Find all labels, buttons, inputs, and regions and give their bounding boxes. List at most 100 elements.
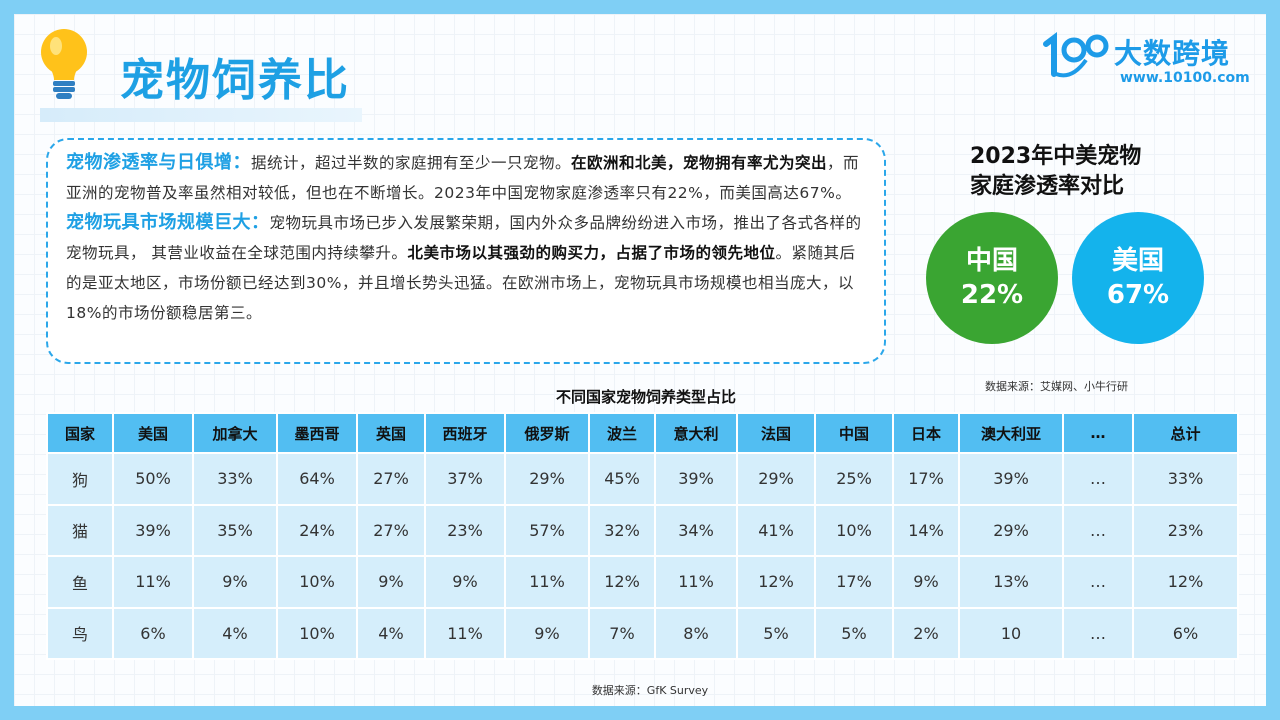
table-cell: 39% (654, 452, 738, 506)
paragraph-heading: 宠物渗透率与日俱增： (66, 152, 251, 173)
column-header: 美国 (112, 412, 194, 454)
page-title: 宠物饲养比 (120, 55, 350, 106)
table-cell: 17% (814, 555, 894, 609)
table-cell: 6% (1132, 606, 1239, 660)
table-cell: 5% (814, 606, 894, 660)
table-cell: … (1062, 555, 1134, 609)
column-header: 法国 (736, 412, 816, 454)
table-row: 狗 50% 33% 64% 27% 37% 29% 45% 39% 29% 25… (46, 452, 1239, 506)
table-cell: … (1062, 452, 1134, 506)
table-cell: 29% (958, 503, 1064, 557)
title-underline (40, 108, 362, 122)
table-row: 鱼 11% 9% 10% 9% 9% 11% 12% 11% 12% 17% 9… (46, 555, 1239, 609)
table-cell: 7% (588, 606, 656, 660)
comparison-title-line: 家庭渗透率对比 (970, 174, 1125, 199)
column-header: 俄罗斯 (504, 412, 590, 454)
comparison-title: 2023年中美宠物 家庭渗透率对比 (970, 142, 1141, 202)
table-cell: 24% (276, 503, 358, 557)
table-cell: … (1062, 503, 1134, 557)
paragraph-bold: 在欧洲和北美，宠物拥有率尤为突出 (571, 154, 828, 172)
table-cell: 9% (356, 555, 426, 609)
table-row: 猫 39% 35% 24% 27% 23% 57% 32% 34% 41% 10… (46, 503, 1239, 557)
table-cell: 34% (654, 503, 738, 557)
column-header: 国家 (46, 412, 114, 454)
table-cell: 9% (504, 606, 590, 660)
logo-url: www.10100.com (1120, 70, 1250, 86)
table-source: 数据来源：GfK Survey (591, 684, 709, 697)
table-cell: 10% (276, 606, 358, 660)
table-cell: 57% (504, 503, 590, 557)
table-title: 不同国家宠物饲养类型占比 (555, 388, 736, 406)
pet-type-table: 国家 美国 加拿大 墨西哥 英国 西班牙 俄罗斯 波兰 意大利 法国 中国 日本… (46, 412, 1239, 660)
column-header: 西班牙 (424, 412, 506, 454)
table-cell: 35% (192, 503, 278, 557)
usa-circle: 美国 67% (1072, 212, 1204, 344)
table-cell: 27% (356, 503, 426, 557)
table-cell: 39% (112, 503, 194, 557)
table-header-row: 国家 美国 加拿大 墨西哥 英国 西班牙 俄罗斯 波兰 意大利 法国 中国 日本… (46, 412, 1239, 454)
table-cell: 11% (424, 606, 506, 660)
table-cell: 鸟 (46, 606, 114, 660)
column-header: 澳大利亚 (958, 412, 1064, 454)
table-cell: 4% (356, 606, 426, 660)
table-cell: 9% (424, 555, 506, 609)
table-cell: 37% (424, 452, 506, 506)
column-header: … (1062, 412, 1134, 454)
table-cell: 11% (504, 555, 590, 609)
column-header: 总计 (1132, 412, 1239, 454)
table-cell: 12% (1132, 555, 1239, 609)
table-cell: 5% (736, 606, 816, 660)
column-header: 波兰 (588, 412, 656, 454)
table-cell: 23% (424, 503, 506, 557)
table-cell: 9% (892, 555, 960, 609)
paragraph-text: ，而亚洲的宠物普及率虽然相对较低，但也在不断增长。2023年中国宠物家庭渗透率只… (66, 154, 860, 202)
brand-logo: 大数跨境 www.10100.com (1042, 30, 1252, 90)
comparison-source: 数据来源：艾媒网、小牛行研 (985, 380, 1128, 393)
table-cell: 11% (654, 555, 738, 609)
table-cell: 27% (356, 452, 426, 506)
table-cell: 11% (112, 555, 194, 609)
column-header: 墨西哥 (276, 412, 358, 454)
column-header: 日本 (892, 412, 960, 454)
table-cell: 10 (958, 606, 1064, 660)
china-circle: 中国 22% (926, 212, 1058, 344)
table-cell: 10% (276, 555, 358, 609)
column-header: 加拿大 (192, 412, 278, 454)
table-cell: 33% (1132, 452, 1239, 506)
column-header: 英国 (356, 412, 426, 454)
usa-label: 美国 (1111, 246, 1164, 276)
paragraph-toy-market: 宠物玩具市场规模巨大：宠物玩具市场已步入发展繁荣期，国内外众多品牌纷纷进入市场，… (66, 208, 866, 328)
table-cell: 猫 (46, 503, 114, 557)
table-cell: 32% (588, 503, 656, 557)
column-header: 中国 (814, 412, 894, 454)
table-cell: 12% (588, 555, 656, 609)
table-cell: 狗 (46, 452, 114, 506)
table-cell: 41% (736, 503, 816, 557)
table-cell: 13% (958, 555, 1064, 609)
china-value: 22% (960, 280, 1024, 310)
table-cell: 33% (192, 452, 278, 506)
table-cell: 64% (276, 452, 358, 506)
table-cell: 45% (588, 452, 656, 506)
table-cell: 8% (654, 606, 738, 660)
lightbulb-icon (41, 29, 87, 99)
logo-name: 大数跨境 (1114, 37, 1231, 70)
table-cell: 鱼 (46, 555, 114, 609)
paragraph-penetration: 宠物渗透率与日俱增：据统计，超过半数的家庭拥有至少一只宠物。在欧洲和北美，宠物拥… (66, 148, 866, 208)
table-cell: 9% (192, 555, 278, 609)
table-cell: 17% (892, 452, 960, 506)
table-cell: 29% (736, 452, 816, 506)
table-cell: 25% (814, 452, 894, 506)
table-cell: 50% (112, 452, 194, 506)
paragraph-heading: 宠物玩具市场规模巨大： (66, 212, 270, 233)
table-cell: 39% (958, 452, 1064, 506)
table-row: 鸟 6% 4% 10% 4% 11% 9% 7% 8% 5% 5% 2% 10 … (46, 606, 1239, 660)
table-cell: 4% (192, 606, 278, 660)
logo-mark-icon (1043, 32, 1109, 78)
table-cell: 6% (112, 606, 194, 660)
summary-box: 宠物渗透率与日俱增：据统计，超过半数的家庭拥有至少一只宠物。在欧洲和北美，宠物拥… (46, 138, 886, 364)
paragraph-text: 据统计，超过半数的家庭拥有至少一只宠物。 (251, 154, 572, 172)
table-cell: 29% (504, 452, 590, 506)
column-header: 意大利 (654, 412, 738, 454)
table-cell: 14% (892, 503, 960, 557)
